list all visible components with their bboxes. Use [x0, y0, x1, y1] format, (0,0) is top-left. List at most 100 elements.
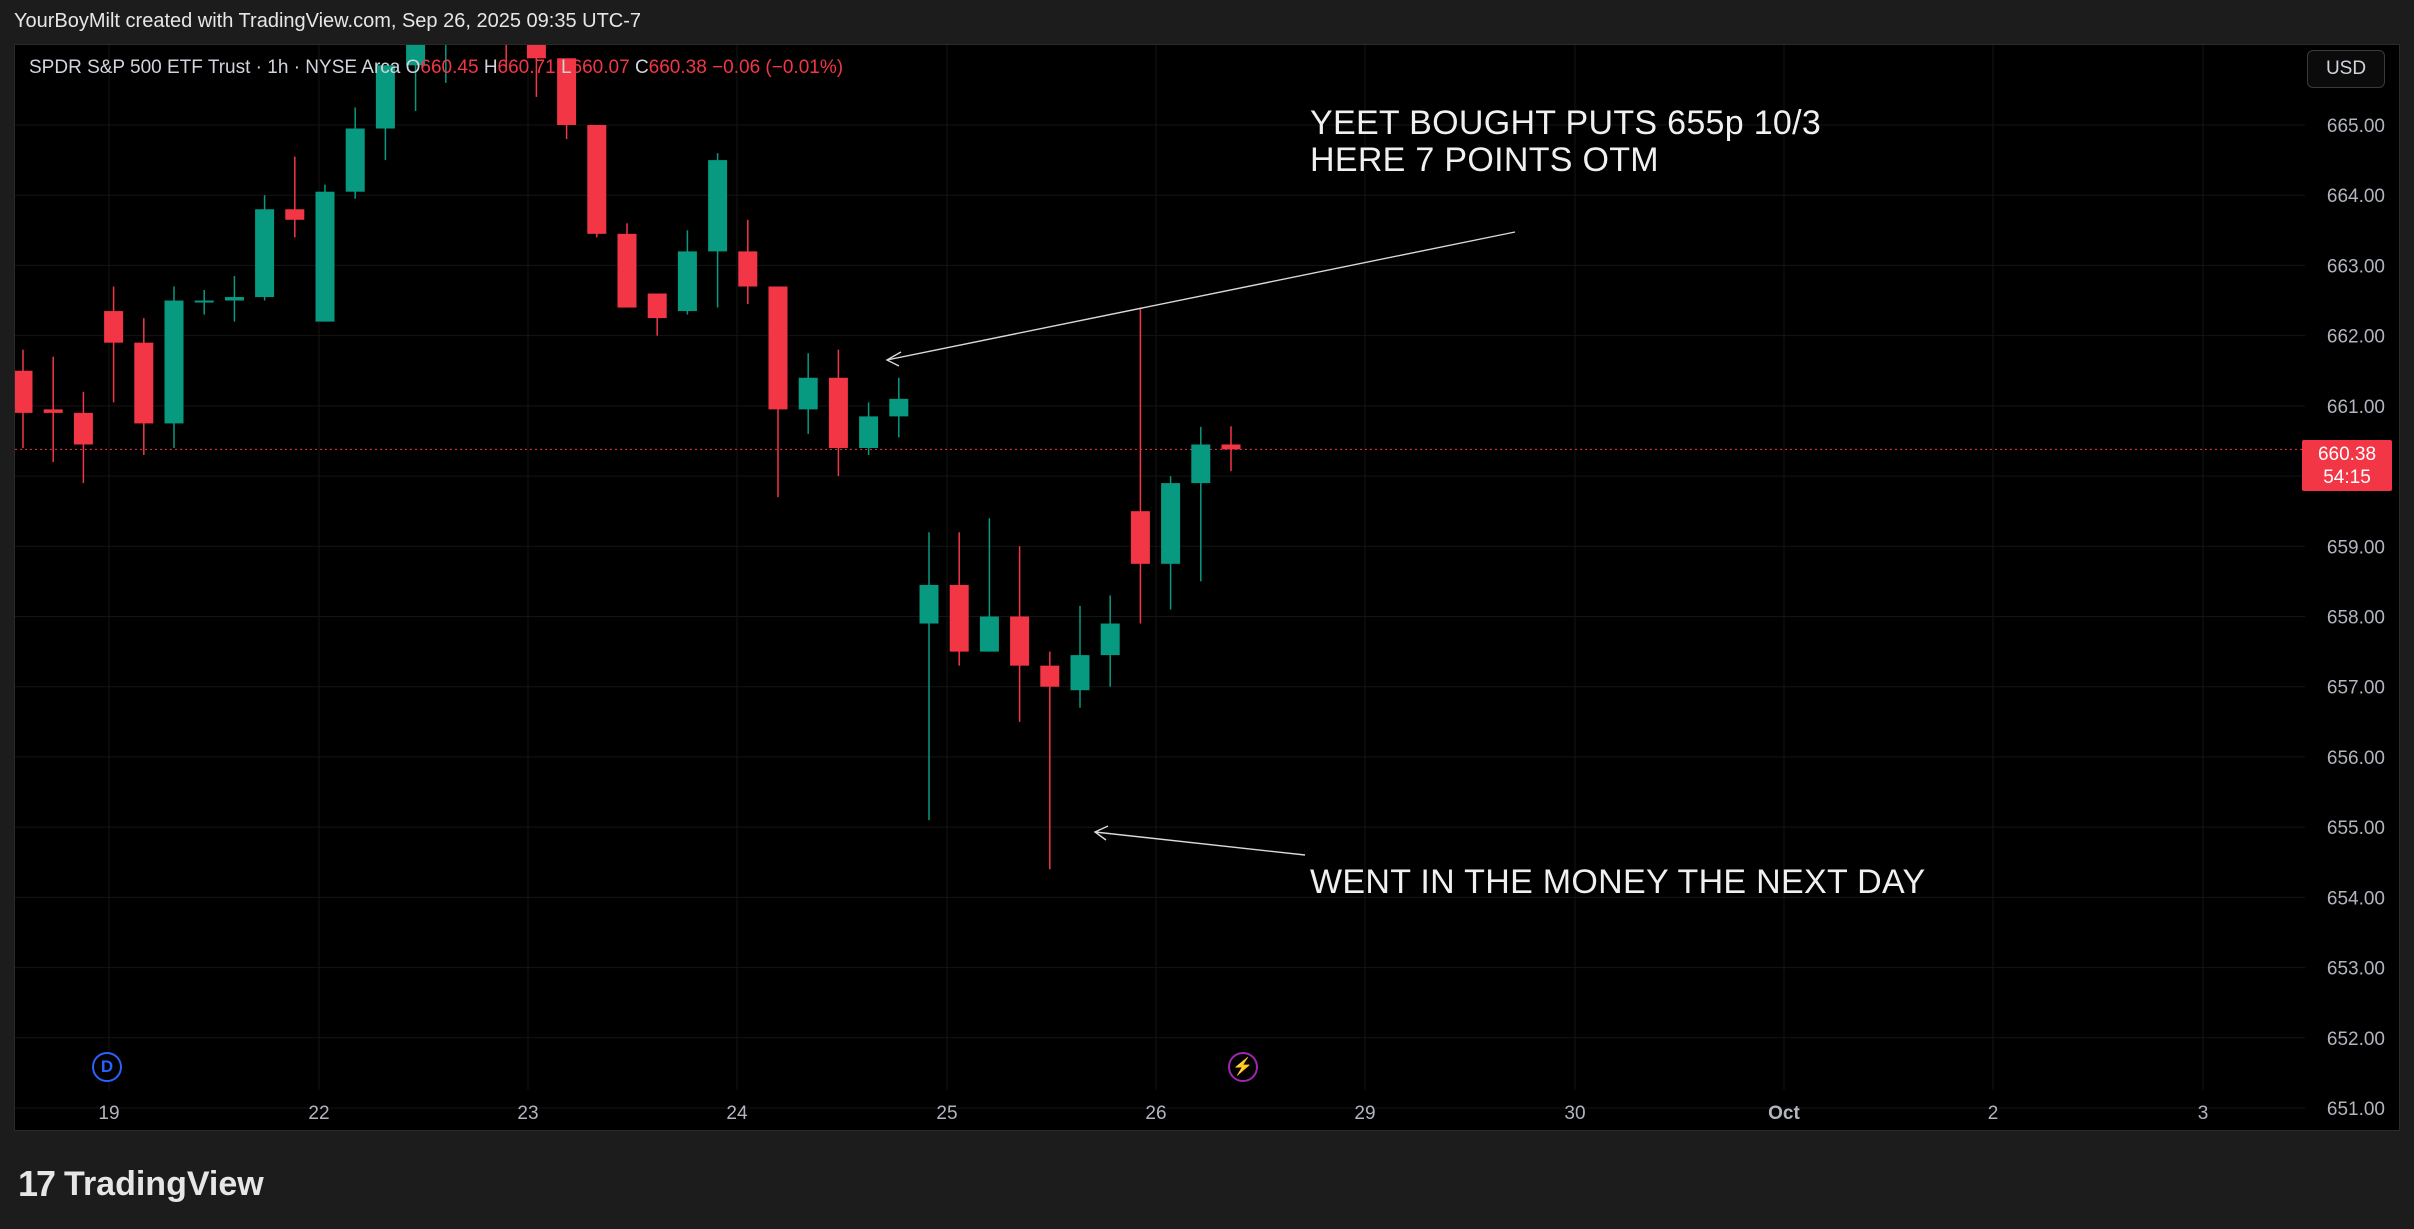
candle-body	[708, 160, 728, 252]
candle-body	[1130, 511, 1150, 564]
candle[interactable]	[164, 286, 184, 448]
candle[interactable]	[255, 195, 275, 301]
candle-body	[224, 297, 244, 301]
candle[interactable]	[708, 153, 728, 308]
candle[interactable]	[738, 219, 758, 305]
legend-change: −0.06 (−0.01%)	[712, 57, 844, 78]
y-tick-label: 661.00	[2327, 397, 2385, 418]
bar-countdown: 54:15	[2323, 467, 2371, 488]
x-tick-label: 29	[1354, 1103, 1375, 1124]
candle[interactable]	[526, 45, 546, 97]
candle-body	[406, 45, 426, 66]
candle[interactable]	[557, 58, 577, 140]
candle[interactable]	[224, 275, 244, 322]
legend-high-label: H	[483, 57, 498, 78]
candle[interactable]	[1100, 595, 1120, 687]
candle[interactable]	[919, 532, 939, 821]
candle-body	[617, 233, 637, 308]
candle[interactable]	[1161, 476, 1181, 610]
candle[interactable]	[828, 349, 848, 477]
annotation-arrow-bottom[interactable]	[1093, 825, 1306, 856]
candle-body	[1010, 616, 1030, 666]
candle[interactable]	[768, 286, 788, 498]
candle-body	[949, 584, 969, 652]
candle-body	[285, 209, 305, 220]
last-price-tag: 660.38 54:15	[2302, 440, 2392, 491]
candle[interactable]	[43, 356, 63, 463]
candle-body	[1040, 665, 1060, 687]
legend-low-value: 660.07	[571, 57, 630, 78]
candle[interactable]	[134, 318, 154, 456]
y-tick-label: 651.00	[2327, 1099, 2385, 1120]
x-tick-label: 22	[308, 1103, 329, 1124]
x-tick-label: 23	[517, 1103, 538, 1124]
candle-body	[526, 45, 546, 59]
candle[interactable]	[647, 293, 667, 336]
candle[interactable]	[375, 65, 395, 161]
y-tick-label: 662.00	[2327, 327, 2385, 348]
y-tick-label: 663.00	[2327, 256, 2385, 277]
brand-name: TradingView	[64, 1164, 264, 1203]
candle[interactable]	[979, 518, 999, 652]
candle-body	[768, 286, 788, 410]
y-tick-label: 656.00	[2327, 748, 2385, 769]
candle[interactable]	[194, 290, 214, 315]
candle[interactable]	[104, 286, 124, 403]
candle[interactable]	[406, 45, 426, 111]
x-tick-label: 25	[936, 1103, 957, 1124]
candle[interactable]	[889, 377, 909, 438]
legend-low-label: L	[560, 57, 572, 78]
candle[interactable]	[677, 230, 697, 315]
candle[interactable]	[345, 107, 365, 199]
candle[interactable]	[949, 532, 969, 666]
annotation-text-bottom[interactable]: WENT IN THE MONEY THE NEXT DAY	[1310, 863, 1926, 901]
legend-close-label: C	[634, 57, 649, 78]
candle-body	[134, 342, 154, 424]
y-tick-label: 665.00	[2327, 116, 2385, 137]
candle[interactable]	[73, 391, 93, 484]
candle[interactable]	[1070, 605, 1090, 708]
x-tick-label: 30	[1564, 1103, 1585, 1124]
last-price-value: 660.38	[2317, 444, 2377, 465]
candle-body	[1221, 444, 1241, 450]
candle[interactable]	[798, 353, 818, 434]
currency-button[interactable]: USD	[2307, 50, 2385, 88]
candle[interactable]	[315, 184, 335, 322]
candle[interactable]	[497, 45, 516, 69]
candle[interactable]	[1191, 426, 1211, 582]
x-tick-label: 2	[1988, 1103, 1999, 1124]
candle[interactable]	[617, 223, 637, 308]
candle-body	[919, 584, 939, 624]
dividend-badge[interactable]: D	[92, 1052, 122, 1082]
candle[interactable]	[285, 156, 305, 238]
candle-body	[677, 251, 697, 312]
chart-legend: SPDR S&P 500 ETF Trust · 1h · NYSE Arca …	[29, 57, 843, 79]
candle[interactable]	[587, 125, 607, 238]
candle-body	[738, 251, 758, 287]
candlestick-chart[interactable]: 651.00 652.00 653.00 654.00 655.00 656.00 657.…	[15, 45, 2400, 1131]
x-tick-label: Oct	[1768, 1103, 1800, 1124]
candle[interactable]	[1221, 426, 1241, 472]
candle[interactable]	[1010, 546, 1030, 722]
lightning-icon[interactable]: ⚡	[1228, 1052, 1258, 1082]
y-tick-label: 655.00	[2327, 818, 2385, 839]
candle[interactable]	[1040, 651, 1060, 870]
candle-body	[798, 377, 818, 410]
candle-body	[1191, 444, 1211, 484]
candle[interactable]	[15, 349, 33, 448]
candle-body	[889, 398, 909, 417]
y-tick-label: 664.00	[2327, 186, 2385, 207]
tradingview-brand[interactable]: 17 TradingView	[18, 1163, 264, 1205]
candle[interactable]	[1130, 307, 1150, 624]
candle-body	[194, 300, 214, 303]
x-tick-label: 19	[98, 1103, 119, 1124]
annotation-arrow-top[interactable]	[885, 231, 1516, 367]
x-tick-label: 26	[1145, 1103, 1166, 1124]
chart-panel[interactable]: 651.00 652.00 653.00 654.00 655.00 656.00 657.…	[14, 44, 2400, 1131]
candle[interactable]	[436, 45, 455, 83]
candle-body	[15, 370, 33, 413]
candle-body	[1161, 483, 1181, 564]
candle[interactable]	[859, 402, 879, 456]
candle-body	[375, 65, 395, 129]
annotation-text-top[interactable]: YEET BOUGHT PUTS 655p 10/3 HERE 7 POINTS…	[1310, 104, 1822, 179]
